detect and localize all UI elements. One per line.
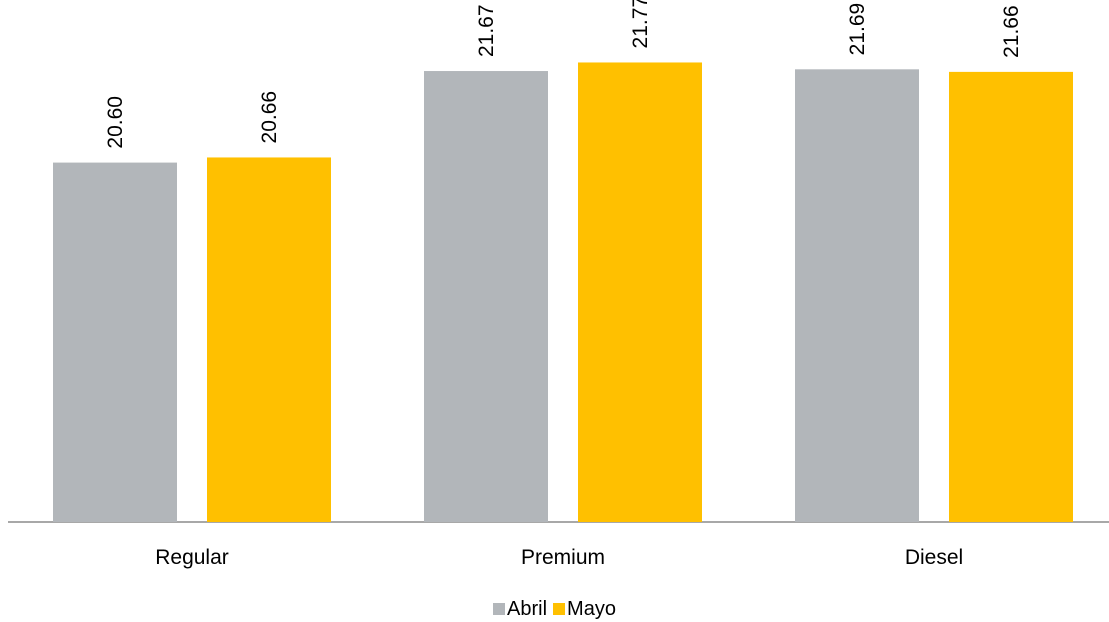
bar-chart: 20.60 21.67 21.69 20.66 21.77 21.66 Regular Pr… <box>8 0 1109 569</box>
legend-label-abril: Abril <box>507 597 548 620</box>
bar-abril-premium <box>424 71 548 522</box>
x-tick-label-premium: Premium <box>521 546 605 569</box>
data-label-mayo-diesel: 21.66 <box>1000 5 1023 58</box>
data-label-mayo-premium: 21.77 <box>629 0 652 48</box>
legend-label-mayo: Mayo <box>567 597 616 620</box>
bar-abril-diesel <box>795 69 919 522</box>
bar-abril-regular <box>53 162 177 523</box>
x-tick-label-regular: Regular <box>155 546 229 569</box>
legend-swatch-abril <box>493 603 506 615</box>
data-label-mayo-regular: 20.66 <box>258 91 281 144</box>
x-tick-label-diesel: Diesel <box>905 546 963 569</box>
data-label-abril-premium: 21.67 <box>475 4 498 57</box>
bar-mayo-diesel <box>949 71 1073 523</box>
data-label-abril-diesel: 21.69 <box>846 3 869 56</box>
data-label-abril-regular: 20.60 <box>104 96 127 149</box>
legend-item-abril: Abril <box>493 598 547 621</box>
bar-mayo-premium <box>578 62 702 523</box>
legend-swatch-mayo <box>553 603 566 615</box>
legend: Abril Mayo <box>0 596 1109 622</box>
bar-mayo-regular <box>207 157 331 522</box>
legend-item-mayo: Mayo <box>553 598 616 621</box>
